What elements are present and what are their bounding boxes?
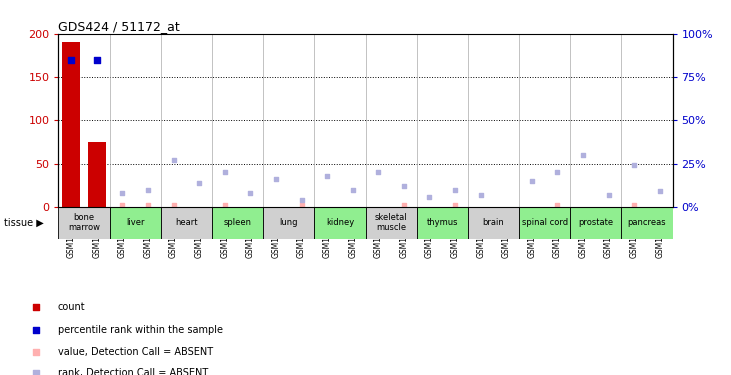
Point	[526, 178, 538, 184]
Bar	[263, 207, 314, 238]
Point	[398, 202, 409, 208]
Bar	[417, 207, 468, 238]
Point	[474, 192, 486, 198]
Text: value, Detection Call = ABSENT: value, Detection Call = ABSENT	[58, 347, 213, 357]
Point	[31, 349, 42, 355]
Point	[602, 192, 614, 198]
Point	[449, 187, 461, 193]
Text: heart: heart	[175, 218, 197, 227]
Text: GDS424 / 51172_at: GDS424 / 51172_at	[58, 20, 181, 33]
Point	[654, 188, 665, 194]
Text: skeletal
muscle: skeletal muscle	[375, 213, 407, 232]
Text: lung: lung	[279, 218, 298, 227]
Bar	[58, 207, 110, 238]
Text: liver: liver	[126, 218, 145, 227]
Point	[551, 202, 563, 208]
Text: prostate: prostate	[578, 218, 613, 227]
Point	[373, 170, 385, 176]
Point	[270, 176, 282, 182]
Text: thymus: thymus	[426, 218, 458, 227]
Bar	[314, 207, 366, 238]
Point	[31, 327, 42, 333]
Point	[219, 202, 231, 208]
Point	[346, 187, 358, 193]
Point	[628, 202, 640, 208]
Point	[219, 170, 231, 176]
Point	[423, 194, 435, 200]
Point	[31, 370, 42, 375]
Text: brain: brain	[482, 218, 504, 227]
Bar	[366, 207, 417, 238]
Text: rank, Detection Call = ABSENT: rank, Detection Call = ABSENT	[58, 368, 208, 375]
Text: tissue ▶: tissue ▶	[4, 218, 43, 228]
Point	[628, 162, 640, 168]
Point	[577, 152, 589, 158]
Point	[142, 187, 154, 193]
Point	[551, 170, 563, 176]
Bar	[212, 207, 263, 238]
Bar	[62, 42, 80, 207]
Text: percentile rank within the sample: percentile rank within the sample	[58, 325, 223, 334]
Point	[193, 180, 205, 186]
Bar	[468, 207, 519, 238]
Point	[66, 57, 77, 63]
Text: spleen: spleen	[224, 218, 251, 227]
Point	[244, 190, 256, 196]
Bar	[570, 207, 621, 238]
Point	[295, 197, 308, 203]
Text: bone
marrow: bone marrow	[68, 213, 100, 232]
Point	[31, 304, 42, 310]
Point	[449, 202, 461, 208]
Text: count: count	[58, 302, 86, 312]
Point	[295, 202, 308, 208]
Text: kidney: kidney	[326, 218, 354, 227]
Point	[398, 183, 409, 189]
Bar	[161, 207, 212, 238]
Point	[321, 173, 333, 179]
Bar	[519, 207, 570, 238]
Text: pancreas: pancreas	[628, 218, 666, 227]
Point	[142, 202, 154, 208]
Bar	[88, 142, 106, 207]
Point	[116, 190, 129, 196]
Bar	[110, 207, 161, 238]
Point	[168, 157, 180, 163]
Bar	[621, 207, 673, 238]
Point	[168, 202, 180, 208]
Text: spinal cord: spinal cord	[521, 218, 568, 227]
Point	[91, 57, 102, 63]
Point	[116, 202, 129, 208]
